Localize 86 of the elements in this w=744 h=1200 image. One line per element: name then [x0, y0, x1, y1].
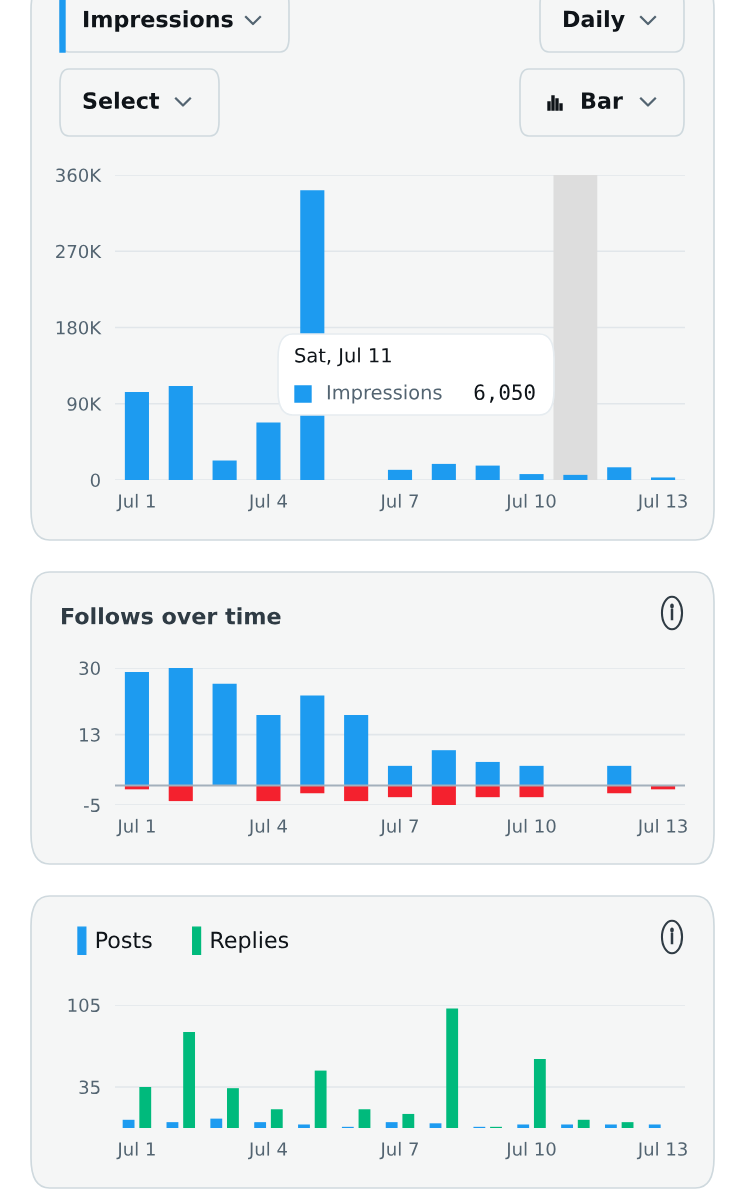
text: Daily	[564, 10, 625, 32]
legend-label: Replies	[211, 931, 289, 953]
y-tick-label: 30	[79, 661, 100, 676]
y-tick-label: 105	[68, 998, 100, 1013]
x-tick-label: Jul 7	[379, 493, 418, 512]
bar	[387, 785, 413, 798]
bar	[256, 714, 281, 786]
x-tick-label: Jul 10	[505, 493, 556, 512]
x-tick-label: Jul 10	[505, 818, 556, 837]
x-tick-label: Jul 4	[248, 1141, 287, 1160]
x-tick-label: Jul 7	[379, 818, 418, 837]
bar	[168, 668, 193, 786]
bar	[385, 1122, 398, 1128]
bar	[519, 765, 544, 786]
bar	[300, 695, 325, 786]
text: Bar	[582, 92, 623, 109]
x-tick-label: Jul 1	[116, 818, 155, 837]
x-tick-label: Jul 4	[248, 818, 287, 837]
x-tick-label: Jul 10	[505, 1141, 556, 1160]
bar	[431, 750, 456, 786]
bar	[607, 467, 632, 480]
y-tick-label: 0	[90, 473, 100, 488]
bar	[475, 761, 500, 786]
text: Impressions	[327, 384, 442, 404]
bar	[344, 714, 369, 786]
bar	[651, 477, 676, 480]
x-tick-label: Jul 1	[116, 493, 155, 512]
x-tick-label: Jul 13	[636, 818, 687, 837]
bar	[270, 1109, 283, 1128]
y-tick-label: -5	[83, 798, 100, 813]
bar	[607, 765, 632, 786]
x-tick-label: Jul 1	[116, 1141, 155, 1160]
bar	[210, 1118, 223, 1128]
x-tick-label: Jul 4	[248, 493, 287, 512]
y-tick-label: 13	[80, 728, 100, 742]
bar	[517, 1124, 530, 1128]
bar	[604, 1124, 617, 1128]
bar	[344, 785, 369, 802]
y-tick-label: 35	[79, 1080, 100, 1095]
y-tick-label: 180K	[56, 320, 102, 335]
x-tick-label: Jul 13	[636, 493, 687, 512]
bar	[475, 785, 500, 798]
bar	[314, 1070, 327, 1128]
bar	[446, 1008, 459, 1128]
bar	[561, 1124, 573, 1128]
bar	[563, 474, 588, 480]
bar	[166, 1122, 179, 1128]
bar	[402, 1113, 415, 1128]
bar	[387, 765, 413, 786]
bar	[212, 460, 237, 480]
bar	[298, 1124, 310, 1128]
bar	[139, 1087, 152, 1128]
bar	[183, 1031, 196, 1128]
bar	[475, 465, 500, 480]
bar	[212, 683, 237, 786]
bar	[519, 474, 544, 480]
annotation: 6,050	[474, 384, 535, 403]
bar	[358, 1109, 371, 1128]
annotation: Sat, Jul 11	[295, 347, 391, 367]
chart-title: Follows over time	[62, 607, 281, 625]
text: Impressions	[84, 10, 233, 32]
bar	[124, 391, 149, 480]
bar	[648, 1124, 661, 1128]
y-tick-label: 360K	[56, 168, 102, 183]
bar	[256, 785, 281, 802]
bar	[519, 785, 544, 798]
legend-label: Posts	[96, 931, 152, 949]
bar	[168, 785, 193, 802]
y-tick-label: 90K	[67, 397, 102, 411]
bar	[431, 785, 456, 805]
bar	[254, 1122, 267, 1128]
text: Select	[83, 91, 160, 109]
y-tick-label: 270K	[56, 244, 102, 259]
bar	[168, 385, 193, 480]
bar	[429, 1123, 442, 1128]
x-tick-label: Jul 13	[636, 1141, 687, 1160]
bar	[533, 1058, 546, 1128]
bar	[227, 1088, 239, 1128]
bar	[387, 469, 413, 480]
bar	[256, 422, 281, 480]
x-tick-label: Jul 7	[379, 1141, 418, 1160]
bar	[621, 1122, 634, 1128]
bar	[577, 1119, 590, 1128]
bar	[431, 463, 456, 480]
bar	[122, 1119, 135, 1128]
bar	[124, 671, 149, 786]
